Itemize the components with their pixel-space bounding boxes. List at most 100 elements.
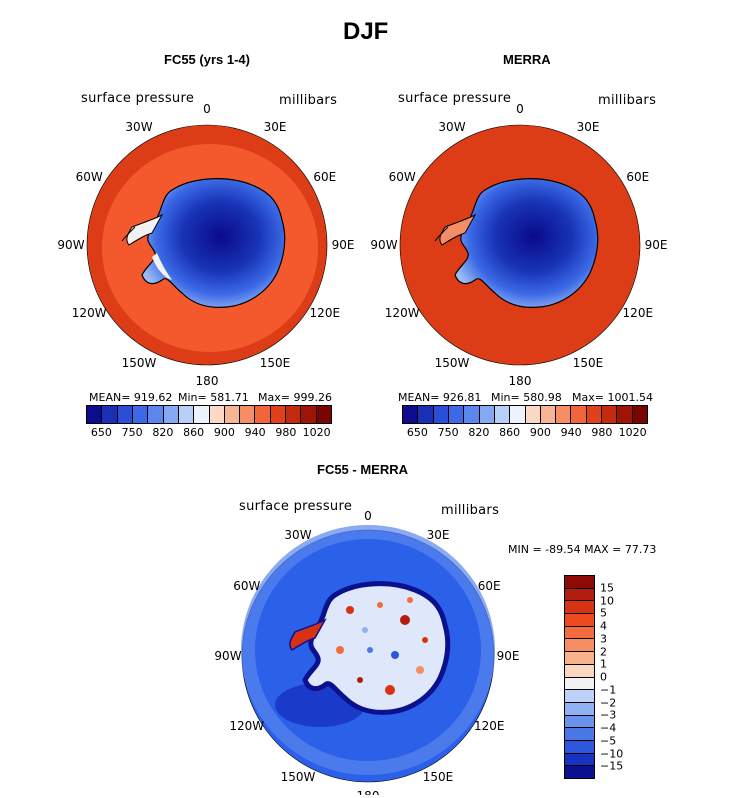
colorbar-swatch xyxy=(565,740,594,754)
colorbar-swatch xyxy=(565,690,594,703)
colorbar-tick-label: 980 xyxy=(275,426,297,439)
colorbar-swatch xyxy=(586,406,603,423)
colorbar-tick-label: −1 xyxy=(600,683,617,697)
lon-label: 90E xyxy=(332,238,355,252)
colorbar-swatch xyxy=(494,406,511,423)
colorbar-tick-label: 940 xyxy=(244,426,266,439)
panel2-antarctica xyxy=(434,178,599,308)
colorbar-tick-label: 2 xyxy=(600,645,607,658)
colorbar-swatch xyxy=(132,406,149,423)
panel3-antarctica xyxy=(289,581,451,715)
panel1-variable-label: surface pressure xyxy=(81,91,195,106)
colorbar-tick-label: 900 xyxy=(213,426,235,439)
colorbar-swatch xyxy=(301,406,317,423)
colorbar-swatch xyxy=(565,702,594,716)
colorbar-swatch xyxy=(479,406,495,423)
colorbar-tick-label: 820 xyxy=(152,426,174,439)
panel3-polar-map: 0 30E 60E 90E 120E 150E 180 150W 120W 90W 60W 30W xyxy=(214,510,519,795)
colorbar-swatch xyxy=(565,753,594,767)
colorbar-tick-label: 4 xyxy=(600,619,607,633)
panel3-light-band xyxy=(241,525,495,775)
lon-label: 30E xyxy=(577,120,600,134)
lon-label: 60W xyxy=(233,579,260,593)
colorbar-tick-label: −15 xyxy=(600,759,624,773)
colorbar-swatch xyxy=(102,406,118,423)
lon-label: 60W xyxy=(389,170,416,184)
colorbar-swatch xyxy=(240,406,256,423)
colorbar-tick-label: −3 xyxy=(600,708,617,722)
panel1-colorbar-ticks: 650 750 820 860 900 940 980 1020 xyxy=(86,426,332,440)
lon-label: 150W xyxy=(435,356,470,370)
lon-label: 0 xyxy=(203,102,211,116)
colorbar-swatch xyxy=(565,652,594,665)
lon-label: 120W xyxy=(385,306,420,320)
lon-label: 30W xyxy=(125,120,152,134)
panel3-range: MIN = -89.54 MAX = 77.73 xyxy=(508,543,657,556)
colorbar-swatch xyxy=(510,406,526,423)
lon-label: 150E xyxy=(573,356,604,370)
colorbar-swatch xyxy=(316,406,331,423)
panel2-colorbar xyxy=(402,405,648,424)
lon-label: 60E xyxy=(313,170,336,184)
colorbar-swatch xyxy=(565,576,594,589)
colorbar-tick-label: −5 xyxy=(600,734,617,748)
panel2-units-label: millibars xyxy=(598,93,657,108)
colorbar-swatch xyxy=(565,639,594,653)
lon-label: 90W xyxy=(214,649,241,663)
lon-label: 90W xyxy=(370,238,397,252)
colorbar-swatch xyxy=(148,406,164,423)
colorbar-swatch xyxy=(565,626,594,640)
colorbar-swatch xyxy=(617,406,633,423)
colorbar-swatch xyxy=(571,406,587,423)
panel2-colorbar-ticks: 650 750 820 860 900 940 980 1020 xyxy=(402,426,648,440)
lon-label: 0 xyxy=(516,102,524,116)
colorbar-swatch xyxy=(602,406,618,423)
colorbar-tick-label: −2 xyxy=(600,696,617,709)
lon-label: 120W xyxy=(229,719,264,733)
lon-label: 180 xyxy=(357,789,380,795)
panel1-mean: MEAN= 919.62 xyxy=(89,391,173,404)
colorbar-tick-label: 980 xyxy=(591,426,613,439)
lon-label: 60E xyxy=(478,579,501,593)
colorbar-tick-label: 10 xyxy=(600,594,614,607)
colorbar-tick-label: 860 xyxy=(499,426,521,439)
colorbar-swatch xyxy=(448,406,465,423)
lon-label: 30W xyxy=(438,120,465,134)
colorbar-tick-label: 820 xyxy=(468,426,490,439)
colorbar-swatch xyxy=(565,601,594,615)
lon-label: 60W xyxy=(76,170,103,184)
colorbar-tick-label: −10 xyxy=(600,747,624,760)
colorbar-tick-label: 860 xyxy=(183,426,205,439)
lon-label: 30E xyxy=(264,120,287,134)
colorbar-tick-label: 900 xyxy=(529,426,551,439)
colorbar-swatch xyxy=(565,677,594,691)
colorbar-swatch xyxy=(556,406,572,423)
panel1-units-label: millibars xyxy=(279,93,338,108)
colorbar-swatch xyxy=(418,406,434,423)
lon-label: 120W xyxy=(72,306,107,320)
panel1-antarctica xyxy=(121,178,286,308)
colorbar-swatch xyxy=(286,406,302,423)
colorbar-tick-label: 3 xyxy=(600,632,607,646)
colorbar-swatch xyxy=(565,664,594,678)
page-title: DJF xyxy=(343,18,389,45)
lon-label: 120E xyxy=(310,306,341,320)
lon-label: 120E xyxy=(623,306,654,320)
lon-label: 0 xyxy=(364,510,372,523)
colorbar-tick-label: 15 xyxy=(600,581,614,595)
colorbar-swatch xyxy=(632,406,647,423)
lon-label: 90E xyxy=(645,238,668,252)
panel1-max: Max= 999.26 xyxy=(258,391,332,404)
colorbar-tick-label: 750 xyxy=(121,426,143,439)
colorbar-tick-label: 1 xyxy=(600,657,607,671)
colorbar-swatch xyxy=(525,406,541,423)
panel2-max: Max= 1001.54 xyxy=(572,391,653,404)
colorbar-swatch xyxy=(464,406,480,423)
colorbar-swatch xyxy=(540,406,557,423)
panel1-polar-map: 0 30E 60E 90E 120E 150E 180 150W 120W 90W 60W 30W xyxy=(57,102,355,388)
colorbar-tick-label: −4 xyxy=(600,721,617,735)
panel2-variable-label: surface pressure xyxy=(398,91,512,106)
panel2-mean: MEAN= 926.81 xyxy=(398,391,482,404)
panel2-polar-map: 0 30E 60E 90E 120E 150E 180 150W 120W 90W 60W 30W xyxy=(370,102,668,388)
panel3-colorbar xyxy=(564,575,595,779)
